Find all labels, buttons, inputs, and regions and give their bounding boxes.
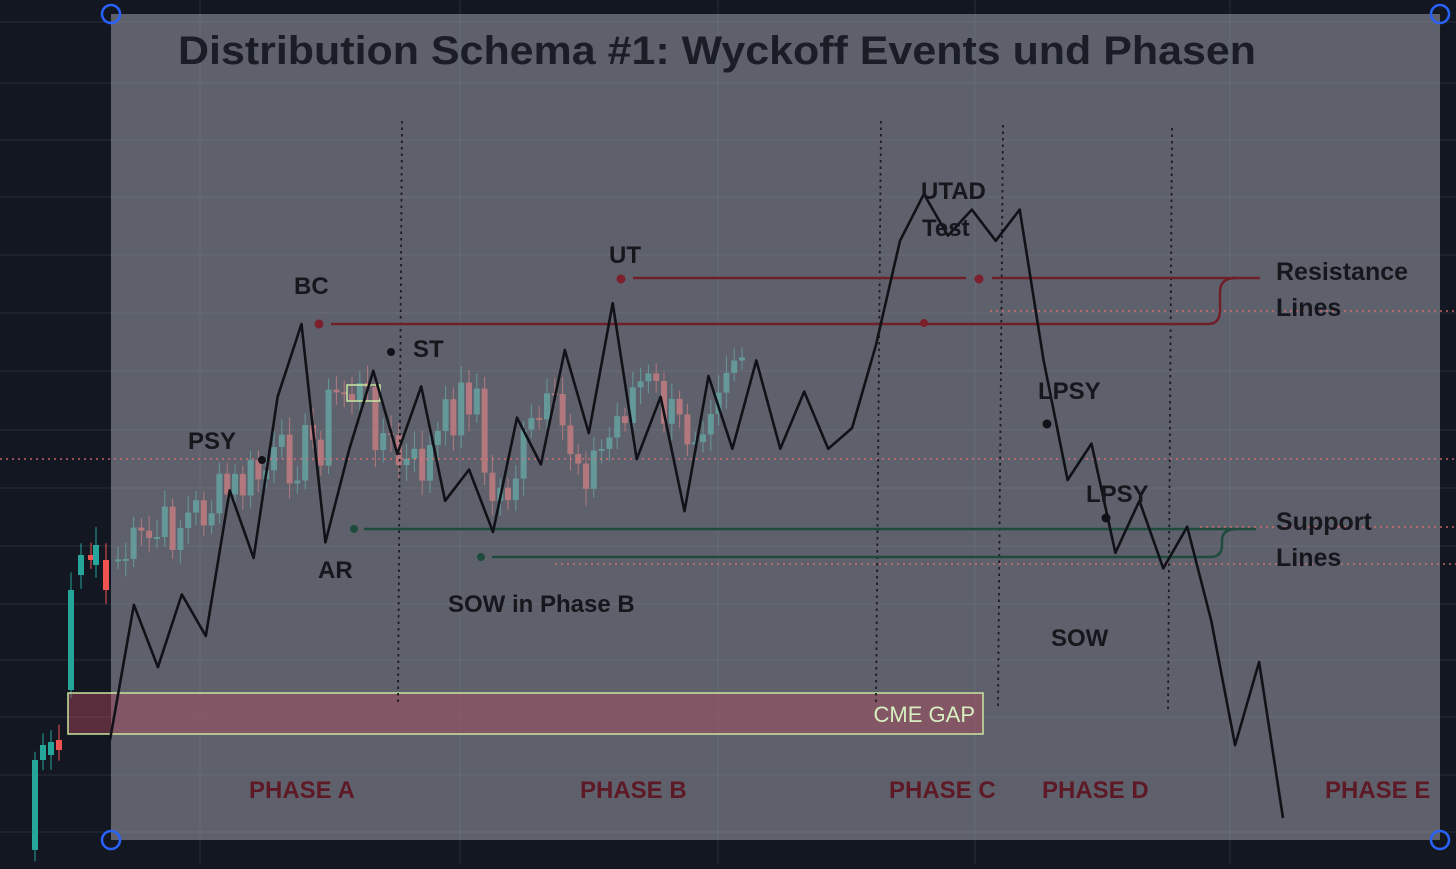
candle-body-8 <box>103 560 109 590</box>
test-label: Test <box>922 215 970 242</box>
utad-low-marker[interactable] <box>920 319 928 327</box>
bc-marker[interactable] <box>314 319 324 329</box>
support-lines <box>364 527 1256 559</box>
support-label-1: Support <box>1276 508 1372 536</box>
candle-body-4 <box>68 590 74 690</box>
resistance-label-1: Resistance <box>1276 258 1408 286</box>
support-brace <box>1209 527 1239 559</box>
phase-b-label: PHASE B <box>580 777 687 804</box>
sow-label: SOW <box>1051 625 1109 652</box>
lpsy2-marker[interactable] <box>1101 513 1111 523</box>
line-legend: Resistance Lines Support Lines <box>1276 258 1408 572</box>
phase-a-label: PHASE A <box>249 777 355 804</box>
psy-label: PSY <box>188 428 236 455</box>
utad-label: UTAD <box>921 178 986 205</box>
cme-gap-label: CME GAP <box>874 702 975 727</box>
handle-bottom-right[interactable] <box>1429 829 1451 851</box>
handle-top-right[interactable] <box>1429 3 1451 25</box>
test-marker[interactable] <box>974 274 984 284</box>
candle-body-6 <box>88 555 94 560</box>
cme-gap-zone[interactable] <box>67 692 984 735</box>
resistance-label-2: Lines <box>1276 294 1341 322</box>
schema-path-line[interactable] <box>108 192 1285 819</box>
lpsy1-label: LPSY <box>1038 378 1101 405</box>
st-label: ST <box>413 336 444 363</box>
sow-b-marker[interactable] <box>477 553 485 561</box>
ar-marker[interactable] <box>350 525 358 533</box>
sow-b-label: SOW in Phase B <box>448 591 635 618</box>
phase-c-label: PHASE C <box>889 777 996 804</box>
candle-body-0 <box>32 760 38 850</box>
phase-e-label: PHASE E <box>1325 777 1430 804</box>
support-label-2: Lines <box>1276 544 1341 572</box>
candle-body-1 <box>40 745 46 760</box>
selection-handles <box>100 3 1451 851</box>
ut-label: UT <box>609 242 641 269</box>
ar-label: AR <box>318 557 353 584</box>
handle-bottom-left[interactable] <box>100 829 122 851</box>
psy-marker[interactable] <box>258 456 266 464</box>
candle-body-3 <box>56 740 62 750</box>
event-markers <box>258 274 1111 561</box>
candle-body-2 <box>48 742 54 755</box>
price-reference-lines <box>0 310 1456 565</box>
handle-top-left[interactable] <box>100 3 122 25</box>
lpsy1-marker[interactable] <box>1042 419 1052 429</box>
event-labels: PSY BC AR ST SOW in Phase B UT UTAD Test… <box>188 178 1149 652</box>
phase-labels: PHASE A PHASE B PHASE C PHASE D PHASE E <box>249 777 1430 804</box>
resistance-lines <box>331 276 1260 326</box>
chart-title: Distribution Schema #1: Wyckoff Events u… <box>178 29 1256 73</box>
ut-marker[interactable] <box>616 274 626 284</box>
bc-label: BC <box>294 273 329 300</box>
candle-body-5 <box>78 555 84 575</box>
st-marker[interactable] <box>387 348 395 356</box>
candle-body-7 <box>93 545 99 565</box>
lpsy2-label: LPSY <box>1086 481 1149 508</box>
resistance-brace <box>1207 276 1237 326</box>
phase-d-label: PHASE D <box>1042 777 1149 804</box>
